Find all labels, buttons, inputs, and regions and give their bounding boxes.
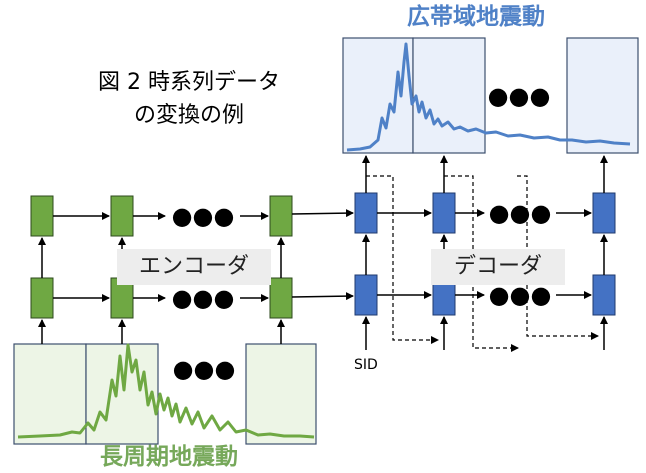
- caption-line-2: の変換の例: [133, 103, 244, 128]
- arrow-right-icon: [291, 292, 354, 301]
- encoder-cell-top-2: [110, 195, 134, 237]
- decoder-cell-top-3: [592, 192, 616, 234]
- output-panels: ●●●: [342, 37, 639, 154]
- output-title: 広帯域地震動: [407, 4, 545, 30]
- encoder-cell-bottom-3: [269, 277, 293, 319]
- encoder-cells: [30, 195, 293, 319]
- encoder-label: エンコーダ: [117, 249, 271, 285]
- input-ellipsis: ●●●: [173, 355, 236, 383]
- decoder-bottom-ellipsis: ●●●: [489, 281, 552, 309]
- decoder-cells: [354, 192, 616, 316]
- encoder-cell-top-1: [30, 195, 54, 237]
- input-panel-1: [13, 343, 87, 445]
- caption-line-1: 図 2 時系列データ: [98, 70, 280, 95]
- input-panel-3: [245, 343, 317, 445]
- decoder-cell-bottom-1: [354, 274, 378, 316]
- encoder-top-ellipsis: ●●●: [172, 202, 235, 230]
- encoder-bottom-arrows: [53, 292, 354, 302]
- decoder-top-ellipsis: ●●●: [489, 199, 552, 227]
- encoder-top-arrows: [53, 209, 354, 220]
- encoder-bottom-ellipsis: ●●●: [172, 284, 235, 312]
- decoder-cell-top-1: [354, 192, 378, 234]
- output-waveform: [346, 42, 631, 152]
- feedback-path-1: [366, 175, 439, 344]
- output-panel-2: [412, 37, 486, 154]
- output-ellipsis: ●●●: [488, 82, 551, 110]
- encoder-cell-top-3: [269, 195, 293, 237]
- input-waveform: [17, 343, 315, 439]
- sid-label: SID: [354, 357, 378, 373]
- encoder-cell-bottom-1: [30, 277, 54, 319]
- input-title: 長周期地震動: [100, 444, 238, 470]
- decoder-label: デコーダ: [431, 249, 565, 285]
- decoder-cell-bottom-3: [592, 274, 616, 316]
- arrow-right-icon: [291, 209, 354, 218]
- feedback-path-3: [517, 175, 599, 340]
- input-panels: ●●●: [13, 343, 317, 445]
- decoder-cell-top-2: [432, 192, 456, 234]
- figure-caption: 図 2 時系列データ の変換の例: [60, 66, 318, 132]
- output-panel-3: [566, 37, 639, 154]
